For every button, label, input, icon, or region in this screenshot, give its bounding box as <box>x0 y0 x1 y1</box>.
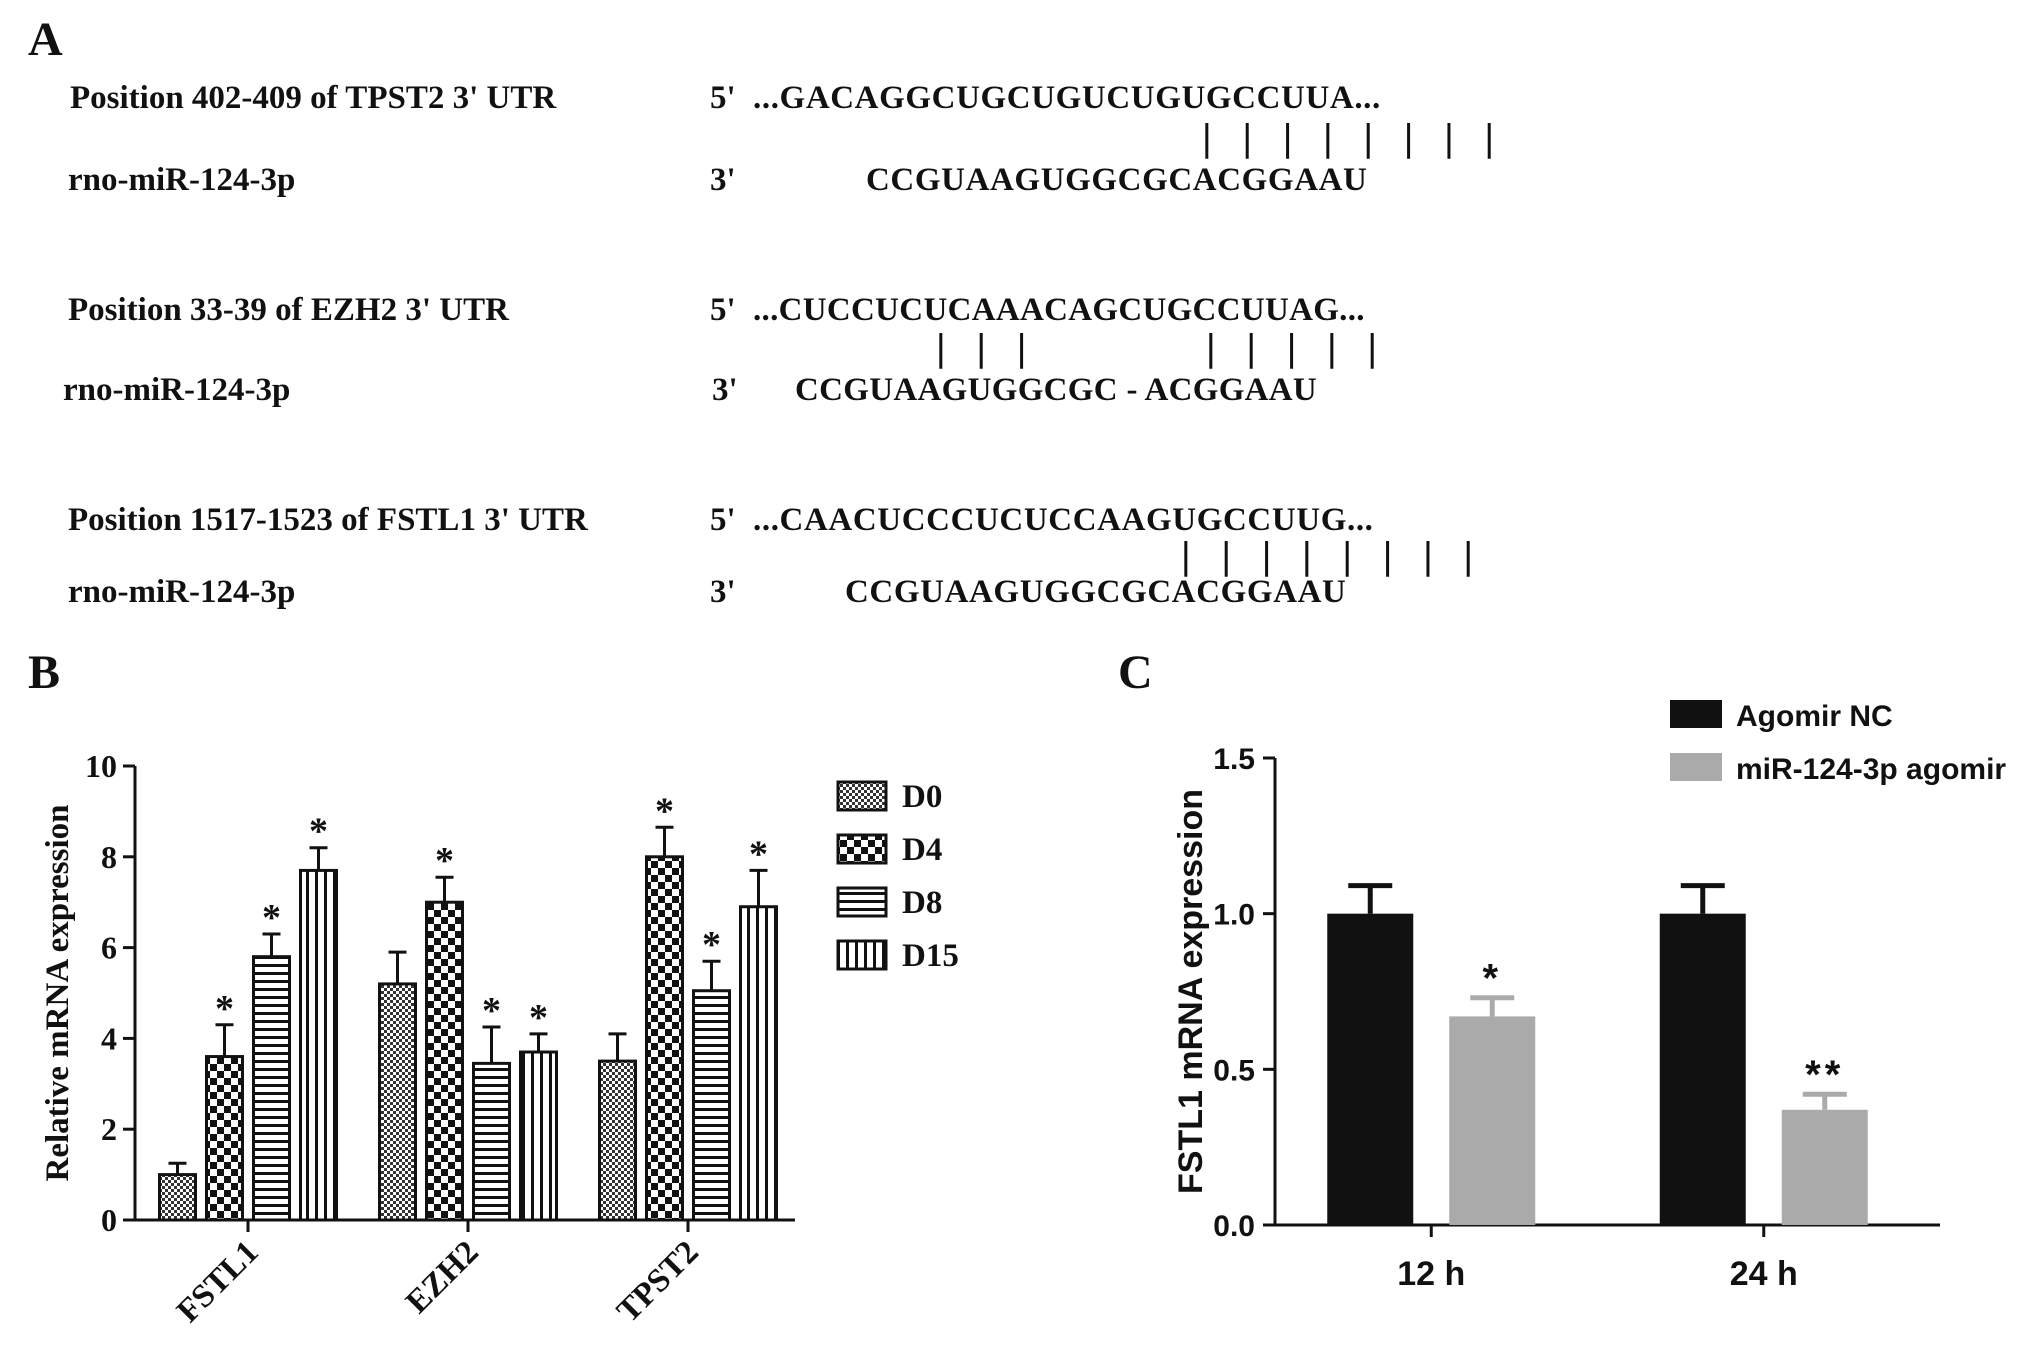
mirna-seq-2: CCGUAAGUGGCGC - ACGGAAU <box>795 372 1318 408</box>
y-tick-label: 10 <box>85 748 117 784</box>
significance-label: * <box>435 840 454 882</box>
panel-letter-b: B <box>28 646 61 699</box>
legend-swatch <box>836 886 888 918</box>
bar <box>739 905 778 1222</box>
mirna-label-3: rno-miR-124-3p <box>68 574 296 610</box>
mirna-label-1: rno-miR-124-3p <box>68 162 296 198</box>
significance-label: * <box>702 924 721 966</box>
mirna-seq-3: CCGUAAGUGGCGCACGGAAU <box>845 574 1347 610</box>
x-tick-label: EZH2 <box>399 1234 485 1320</box>
three-prime-1: 3' <box>710 162 736 198</box>
significance-label: * <box>482 990 501 1032</box>
significance-label: * <box>215 988 234 1030</box>
site-label-fstl1: Position 1517-1523 of FSTL1 3' UTR <box>68 502 588 538</box>
y-tick-label: 2 <box>101 1111 117 1147</box>
y-tick-label: 8 <box>101 839 117 875</box>
x-tick-label: FSTL1 <box>170 1234 265 1329</box>
y-tick-label: 0.0 <box>1213 1210 1255 1243</box>
significance-label: ** <box>1805 1053 1844 1097</box>
bar <box>158 1173 197 1222</box>
bar <box>378 982 417 1222</box>
site-label-tpst2: Position 402-409 of TPST2 3' UTR <box>70 80 557 116</box>
bar <box>425 900 464 1222</box>
three-prime-2: 3' <box>712 372 738 408</box>
y-tick-label: 1.5 <box>1213 743 1255 776</box>
significance-label: * <box>749 833 768 875</box>
panel-letter-c: C <box>1118 646 1153 699</box>
y-axis-label: FSTL1 mRNA expression <box>1172 789 1210 1194</box>
x-tick-label: 24 h <box>1730 1255 1798 1293</box>
pairing-3: | | | | | | | | <box>1175 536 1479 577</box>
legend-swatch <box>1670 753 1722 781</box>
target-seq-ezh2: ...CUCCUCUCAAACAGCUGCCUUAG... <box>753 292 1365 328</box>
significance-label: * <box>655 790 674 832</box>
pairing-2-left: | | | <box>930 328 1032 369</box>
y-tick-label: 0.5 <box>1213 1054 1255 1087</box>
bar <box>1659 913 1746 1225</box>
target-seq-tpst2: ...GACAGGCUGCUGUCUGUGCCUUA... <box>753 80 1381 116</box>
bar <box>252 955 291 1222</box>
y-tick-label: 6 <box>101 930 117 966</box>
legend-label: miR-124-3p agomir <box>1736 753 2006 786</box>
x-tick-label: TPST2 <box>610 1234 705 1329</box>
bar <box>519 1050 558 1222</box>
significance-label: * <box>529 997 548 1039</box>
target-seq-fstl1: ...CAACUCCCUCUCCAAGUGCCUUG... <box>753 502 1374 538</box>
five-prime-3: 5' <box>710 502 736 538</box>
legend-swatch <box>836 939 888 971</box>
five-prime-2: 5' <box>710 292 736 328</box>
panel-letter-a: A <box>28 13 63 66</box>
y-tick-label: 0 <box>101 1202 117 1238</box>
mirna-label-2: rno-miR-124-3p <box>63 372 291 408</box>
five-prime-1: 5' <box>710 80 736 116</box>
y-axis-label: Relative mRNA expression <box>40 804 76 1181</box>
legend-label: D4 <box>902 832 942 868</box>
bar <box>1781 1109 1868 1225</box>
bar <box>1449 1016 1536 1225</box>
bar <box>205 1055 244 1222</box>
bar <box>645 855 684 1222</box>
bar <box>598 1059 637 1222</box>
legend-label: D0 <box>902 779 942 815</box>
x-tick-label: 12 h <box>1397 1255 1465 1293</box>
pairing-2-right: | | | | | <box>1200 328 1383 369</box>
pairing-1: | | | | | | | | <box>1196 118 1500 159</box>
legend-swatch <box>836 780 888 812</box>
legend-label: Agomir NC <box>1736 700 1893 733</box>
y-tick-label: 1.0 <box>1213 899 1255 932</box>
mirna-seq-1: CCGUAAGUGGCGCACGGAAU <box>866 162 1368 198</box>
site-label-ezh2: Position 33-39 of EZH2 3' UTR <box>68 292 509 328</box>
bar <box>692 989 731 1222</box>
legend-swatch <box>836 833 888 865</box>
y-tick-label: 4 <box>101 1020 117 1056</box>
three-prime-3: 3' <box>710 574 736 610</box>
legend-label: D8 <box>902 885 942 921</box>
significance-label: * <box>262 897 281 939</box>
significance-label: * <box>309 811 328 853</box>
bar <box>299 868 338 1222</box>
bar <box>1327 913 1414 1225</box>
significance-label: * <box>1482 957 1502 1001</box>
legend-label: D15 <box>902 938 959 974</box>
bar <box>472 1061 511 1222</box>
legend-swatch <box>1670 700 1722 728</box>
